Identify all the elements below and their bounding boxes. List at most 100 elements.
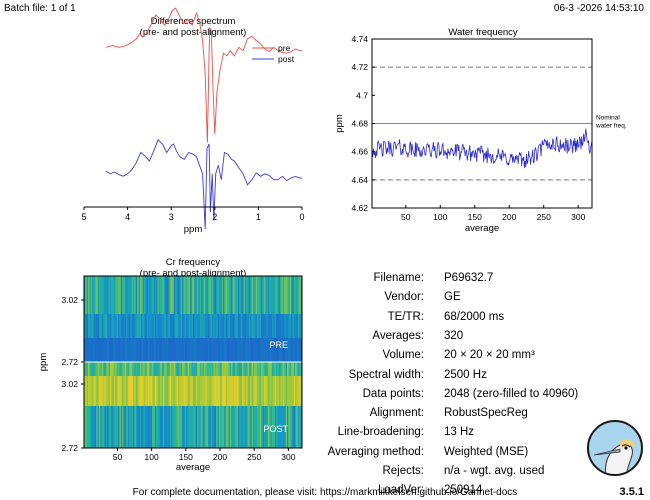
- post-cell-top: [203, 362, 206, 376]
- pre-cell-bottom: [217, 338, 220, 362]
- pre-cell-mid: [97, 314, 100, 338]
- pre-cell-top: [297, 276, 300, 314]
- post-cell-mid: [214, 376, 217, 406]
- post-cell-mid: [282, 376, 285, 406]
- post-cell-mid: [191, 376, 194, 406]
- post-cell-top: [222, 362, 225, 376]
- post-cell-bottom: [252, 406, 255, 448]
- post-cell-mid: [179, 376, 182, 406]
- pre-cell-bottom: [251, 338, 254, 362]
- pre-cell-mid: [98, 314, 101, 338]
- post-cell-bottom: [172, 406, 175, 448]
- pre-cell-mid: [143, 314, 146, 338]
- post-cell-mid: [126, 376, 128, 406]
- post-cell-bottom: [214, 406, 217, 448]
- pre-cell-mid: [137, 314, 139, 338]
- pre-cell-top: [178, 276, 180, 314]
- pre-cell-top: [127, 276, 130, 314]
- post-cell-bottom: [292, 406, 295, 448]
- post-cell-bottom: [152, 406, 154, 448]
- post-cell-top: [130, 362, 133, 376]
- series-line-post: [105, 139, 302, 230]
- pre-cell-top: [274, 276, 277, 314]
- post-cell-mid: [104, 376, 107, 406]
- water-title: Water frequency: [448, 27, 518, 38]
- pre-cell-top: [213, 276, 216, 314]
- post-cell-mid: [118, 376, 120, 406]
- post-cell-mid: [131, 376, 134, 406]
- water-frequency-line: [371, 128, 593, 169]
- post-cell-bottom: [123, 406, 126, 448]
- pre-cell-top: [296, 276, 299, 314]
- post-cell-mid: [123, 376, 126, 406]
- pre-cell-bottom: [141, 338, 143, 362]
- pre-cell-top: [163, 276, 165, 314]
- pre-cell-top: [210, 276, 213, 314]
- pre-cell-top: [149, 276, 152, 314]
- post-cell-mid: [248, 376, 251, 406]
- post-cell-mid: [267, 376, 270, 406]
- post-cell-mid: [111, 376, 114, 406]
- pre-cell-mid: [212, 314, 214, 338]
- pre-cell-bottom: [152, 338, 154, 362]
- pre-cell-top: [262, 276, 265, 314]
- post-cell-mid: [274, 376, 277, 406]
- post-cell-mid: [197, 376, 199, 406]
- post-cell-mid: [263, 376, 266, 406]
- post-cell-top: [206, 362, 209, 376]
- post-cell-top: [270, 362, 273, 376]
- post-cell-mid: [135, 376, 138, 406]
- post-cell-top: [115, 362, 118, 376]
- post-cell-mid: [299, 376, 302, 406]
- post-cell-top: [287, 362, 289, 376]
- post-cell-top: [214, 362, 217, 376]
- pre-cell-top: [130, 276, 133, 314]
- x-tick-label: 4: [125, 212, 130, 222]
- post-cell-top: [98, 362, 101, 376]
- info-value: P69632.7: [444, 272, 494, 284]
- pre-cell-mid: [197, 314, 199, 338]
- pre-cell-bottom: [233, 338, 236, 362]
- pre-cell-top: [128, 276, 131, 314]
- post-cell-bottom: [228, 406, 231, 448]
- pre-cell-mid: [130, 314, 133, 338]
- pre-cell-top: [112, 276, 115, 314]
- pre-cell-top: [92, 276, 94, 314]
- pre-cell-bottom: [267, 338, 270, 362]
- pre-cell-bottom: [288, 338, 291, 362]
- post-cell-mid: [291, 376, 293, 406]
- pre-cell-mid: [128, 314, 131, 338]
- post-cell-top: [156, 362, 158, 376]
- pre-cell-bottom: [299, 338, 302, 362]
- pre-cell-top: [288, 276, 291, 314]
- post-cell-top: [138, 362, 141, 376]
- pre-cell-top: [233, 276, 236, 314]
- pre-cell-mid: [240, 314, 243, 338]
- pre-cell-top: [277, 276, 280, 314]
- pre-cell-top: [190, 276, 193, 314]
- pre-cell-top: [96, 276, 99, 314]
- post-cell-top: [116, 362, 119, 376]
- post-cell-top: [257, 362, 259, 376]
- post-cell-top: [150, 362, 153, 376]
- post-cell-bottom: [187, 406, 190, 448]
- post-cell-bottom: [97, 406, 100, 448]
- pre-cell-bottom: [96, 338, 99, 362]
- post-cell-mid: [90, 376, 93, 406]
- post-cell-bottom: [266, 406, 269, 448]
- pre-cell-top: [176, 276, 179, 314]
- pre-cell-mid: [111, 314, 114, 338]
- pre-cell-bottom: [157, 338, 160, 362]
- pre-cell-bottom: [240, 338, 243, 362]
- pre-cell-bottom: [161, 338, 164, 362]
- post-cell-mid: [116, 376, 119, 406]
- post-cell-bottom: [93, 406, 96, 448]
- pre-cell-top: [252, 276, 255, 314]
- post-cell-mid: [265, 376, 267, 406]
- post-cell-top: [152, 362, 154, 376]
- pre-cell-bottom: [108, 338, 111, 362]
- post-cell-mid: [115, 376, 118, 406]
- post-cell-bottom: [202, 406, 205, 448]
- pre-cell-mid: [216, 314, 218, 338]
